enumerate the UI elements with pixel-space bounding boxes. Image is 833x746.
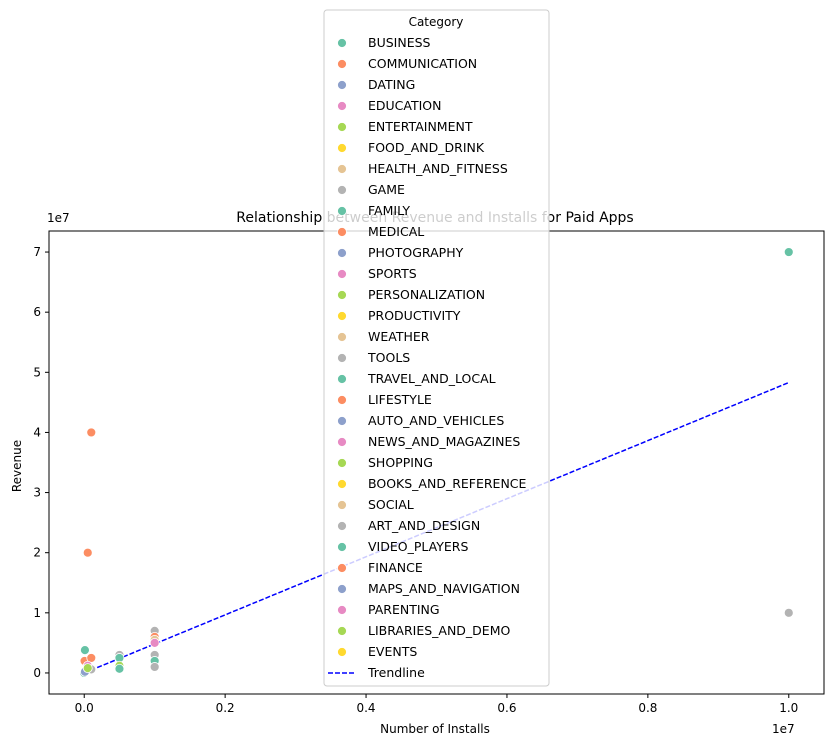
- x-tick-label: 0.6: [497, 701, 516, 715]
- legend-label: PHOTOGRAPHY: [368, 245, 464, 260]
- legend-label: AUTO_AND_VEHICLES: [368, 413, 504, 428]
- data-point: [82, 547, 93, 558]
- y-tick-label: 3: [33, 486, 41, 500]
- legend-label: FINANCE: [368, 560, 423, 575]
- legend-marker: [337, 101, 347, 111]
- data-point: [149, 637, 160, 648]
- y-tick-label: 4: [33, 425, 41, 439]
- legend-marker: [337, 563, 347, 573]
- x-tick-label: 0.8: [638, 701, 657, 715]
- y-tick-label: 2: [33, 546, 41, 560]
- legend-label: PRODUCTIVITY: [368, 308, 461, 323]
- x-axis-label: Number of Installs: [380, 722, 490, 736]
- legend-marker: [337, 38, 347, 48]
- legend-items: BUSINESS COMMUNICATION DATING EDUCATION ENTE…: [328, 35, 527, 680]
- legend-label: SPORTS: [368, 266, 417, 281]
- y-tick-label: 7: [33, 245, 41, 259]
- y-tick-label: 1: [33, 606, 41, 620]
- x-tick-label: 0.2: [216, 701, 235, 715]
- legend-marker: [337, 143, 347, 153]
- legend-marker: [337, 311, 347, 321]
- legend-label: MAPS_AND_NAVIGATION: [368, 581, 520, 596]
- legend-label: EVENTS: [368, 644, 417, 659]
- y-axis-label: Revenue: [10, 440, 24, 492]
- legend-label: SOCIAL: [368, 497, 414, 512]
- legend-label: VIDEO_PLAYERS: [368, 539, 468, 554]
- legend-marker: [337, 605, 347, 615]
- legend-marker: [337, 500, 347, 510]
- legend-marker: [337, 395, 347, 405]
- legend-marker: [337, 479, 347, 489]
- x-offset-label: 1e7: [772, 722, 795, 736]
- legend-label: EDUCATION: [368, 98, 442, 113]
- data-point: [86, 427, 97, 438]
- legend-label: SHOPPING: [368, 455, 433, 470]
- legend-label: NEWS_AND_MAGAZINES: [368, 434, 520, 449]
- legend-label: BUSINESS: [368, 35, 431, 50]
- data-points-layer: [79, 247, 794, 678]
- legend-marker: [337, 332, 347, 342]
- y-tick-label: 6: [33, 305, 41, 319]
- legend-label: BOOKS_AND_REFERENCE: [368, 476, 527, 491]
- data-point: [149, 662, 160, 672]
- data-point: [114, 663, 125, 674]
- legend-marker: [337, 584, 347, 594]
- y-tick-label: 5: [33, 365, 41, 379]
- legend-label: PERSONALIZATION: [368, 287, 485, 302]
- legend-label: WEATHER: [368, 329, 430, 344]
- legend-label: FAMILY: [368, 203, 410, 218]
- legend-label: PARENTING: [368, 602, 440, 617]
- x-tick-label: 0.0: [75, 701, 94, 715]
- legend-label: HEALTH_AND_FITNESS: [368, 161, 508, 176]
- y-offset-label: 1e7: [47, 211, 70, 225]
- legend-label: GAME: [368, 182, 405, 197]
- legend-marker: [337, 458, 347, 468]
- y-tick-label: 0: [33, 666, 41, 680]
- legend-label: TOOLS: [367, 350, 410, 365]
- legend-marker: [337, 437, 347, 447]
- legend-marker: [337, 59, 347, 69]
- legend-label: FOOD_AND_DRINK: [368, 140, 485, 155]
- legend-marker: [337, 269, 347, 279]
- legend-label: LIBRARIES_AND_DEMO: [368, 623, 510, 638]
- legend-marker: [337, 647, 347, 657]
- legend-marker: [337, 353, 347, 363]
- legend: Category BUSINESS COMMUNICATION DATING EDUC…: [323, 9, 550, 687]
- x-tick-label: 1.0: [779, 701, 798, 715]
- legend-label: ART_AND_DESIGN: [368, 518, 480, 533]
- legend-marker: [337, 374, 347, 384]
- legend-label: COMMUNICATION: [368, 56, 477, 71]
- data-point: [82, 663, 93, 674]
- x-tick-label: 0.4: [356, 701, 375, 715]
- legend-marker: [337, 80, 347, 90]
- legend-label: LIFESTYLE: [368, 392, 432, 407]
- legend-marker: [337, 290, 347, 300]
- tick-layer: 0.0 0.2 0.4 0.6 0.8 1.0 0 1 2 3 4 5 6 7: [33, 245, 798, 715]
- legend-label: ENTERTAINMENT: [368, 119, 473, 134]
- legend-label: TRAVEL_AND_LOCAL: [367, 371, 496, 386]
- legend-marker: [337, 206, 347, 216]
- legend-title: Category: [409, 15, 464, 29]
- legend-label: DATING: [368, 77, 415, 92]
- legend-label: MEDICAL: [368, 224, 424, 239]
- legend-marker: [337, 164, 347, 174]
- legend-trendline-label: Trendline: [367, 665, 425, 680]
- legend-marker: [337, 227, 347, 237]
- data-point: [80, 645, 90, 656]
- legend-marker: [337, 122, 347, 132]
- legend-box: [323, 9, 550, 687]
- legend-marker: [337, 248, 347, 258]
- legend-marker: [337, 521, 347, 531]
- legend-marker: [337, 626, 347, 636]
- data-point: [783, 247, 794, 257]
- data-point: [783, 607, 794, 618]
- legend-marker: [337, 542, 347, 552]
- legend-marker: [337, 185, 347, 195]
- legend-marker: [337, 416, 347, 426]
